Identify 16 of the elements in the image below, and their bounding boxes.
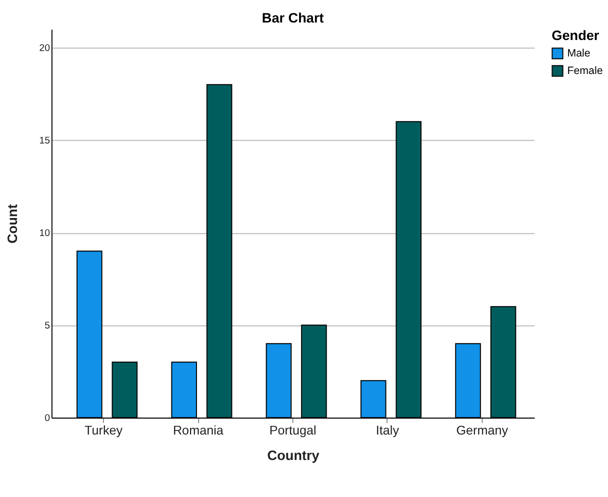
y-tick-label: 5 <box>44 320 50 332</box>
y-tick-label: 15 <box>39 136 50 147</box>
y-tick-label: 20 <box>39 43 51 54</box>
legend-title: Gender <box>552 28 600 43</box>
chart-title: Bar Chart <box>262 10 324 26</box>
x-axis-title: Country <box>267 448 320 463</box>
y-tick-label: 0 <box>44 413 51 424</box>
x-tick-label: Portugal <box>269 424 316 438</box>
x-tick-label: Romania <box>172 424 224 438</box>
y-axis-title: Count <box>4 204 20 244</box>
x-tick-label: Germany <box>456 424 509 438</box>
y-tick-label: 10 <box>39 228 51 240</box>
legend-label: Male <box>567 47 590 60</box>
x-tick-label: Italy <box>376 424 400 438</box>
legend-label: Female <box>567 64 603 77</box>
x-tick-label: Turkey <box>84 424 124 438</box>
